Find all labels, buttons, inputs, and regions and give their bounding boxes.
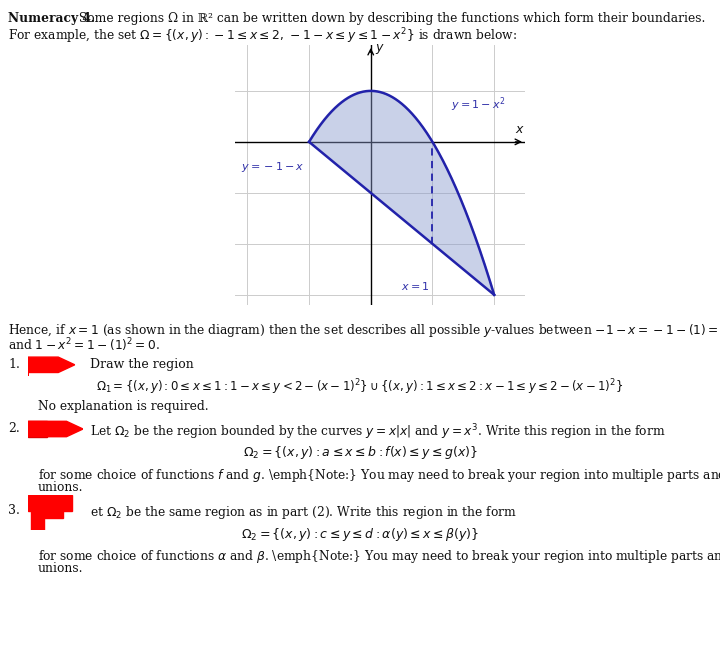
Text: et $\Omega_2$ be the same region as in part (2). Write this region in the form: et $\Omega_2$ be the same region as in p… <box>90 504 517 521</box>
Polygon shape <box>28 421 83 437</box>
Text: $y$: $y$ <box>375 42 385 56</box>
Text: Let $\Omega_2$ be the region bounded by the curves $y = x|x|$ and $y = x^3$. Wri: Let $\Omega_2$ be the region bounded by … <box>90 422 665 442</box>
Text: 2.: 2. <box>8 422 19 435</box>
Polygon shape <box>31 511 63 530</box>
Text: unions.: unions. <box>38 481 84 494</box>
Text: $\Omega_1 = \{(x,y) : 0 \leq x \leq 1 : 1-x \leq y < 2-(x-1)^2\} \cup \{(x,y) : : $\Omega_1 = \{(x,y) : 0 \leq x \leq 1 : … <box>96 377 624 397</box>
Text: No explanation is required.: No explanation is required. <box>38 400 209 413</box>
Text: Draw the region: Draw the region <box>90 358 194 371</box>
Text: $y = 1 - x^2$: $y = 1 - x^2$ <box>451 96 505 115</box>
Text: For example, the set $\Omega = \{(x,y): -1 \leq x \leq 2,\,-1-x \leq y \leq 1-x^: For example, the set $\Omega = \{(x,y): … <box>8 26 517 46</box>
Polygon shape <box>28 421 48 437</box>
Polygon shape <box>28 495 71 511</box>
Text: for some choice of functions $f$ and $g$. \emph{Note:} You may need to break you: for some choice of functions $f$ and $g$… <box>38 467 720 484</box>
Text: Numeracy 4.: Numeracy 4. <box>8 12 95 25</box>
Text: unions.: unions. <box>38 562 84 575</box>
Text: 1.: 1. <box>8 358 20 371</box>
Text: $\Omega_2 = \{(x,y) : c \leq y \leq d : \alpha(y) \leq x \leq \beta(y)\}$: $\Omega_2 = \{(x,y) : c \leq y \leq d : … <box>241 526 479 543</box>
Text: 3.: 3. <box>8 504 20 517</box>
Text: $x = 1$: $x = 1$ <box>401 280 429 292</box>
Text: $\Omega_2 = \{(x,y) : a \leq x \leq b : f(x) \leq y \leq g(x)\}$: $\Omega_2 = \{(x,y) : a \leq x \leq b : … <box>243 444 477 461</box>
Text: $x$: $x$ <box>515 122 525 136</box>
Polygon shape <box>28 357 75 376</box>
Text: Hence, if $x = 1$ (as shown in the diagram) then the set describes all possible : Hence, if $x = 1$ (as shown in the diagr… <box>8 322 720 339</box>
Text: $y = -1 - x$: $y = -1 - x$ <box>241 160 305 174</box>
Text: and $1 - x^2 = 1 - (1)^2 = 0$.: and $1 - x^2 = 1 - (1)^2 = 0$. <box>8 336 160 354</box>
Text: for some choice of functions $\alpha$ and $\beta$. \emph{Note:} You may need to : for some choice of functions $\alpha$ an… <box>38 548 720 565</box>
Text: Some regions Ω in ℝ² can be written down by describing the functions which form : Some regions Ω in ℝ² can be written down… <box>75 12 706 25</box>
